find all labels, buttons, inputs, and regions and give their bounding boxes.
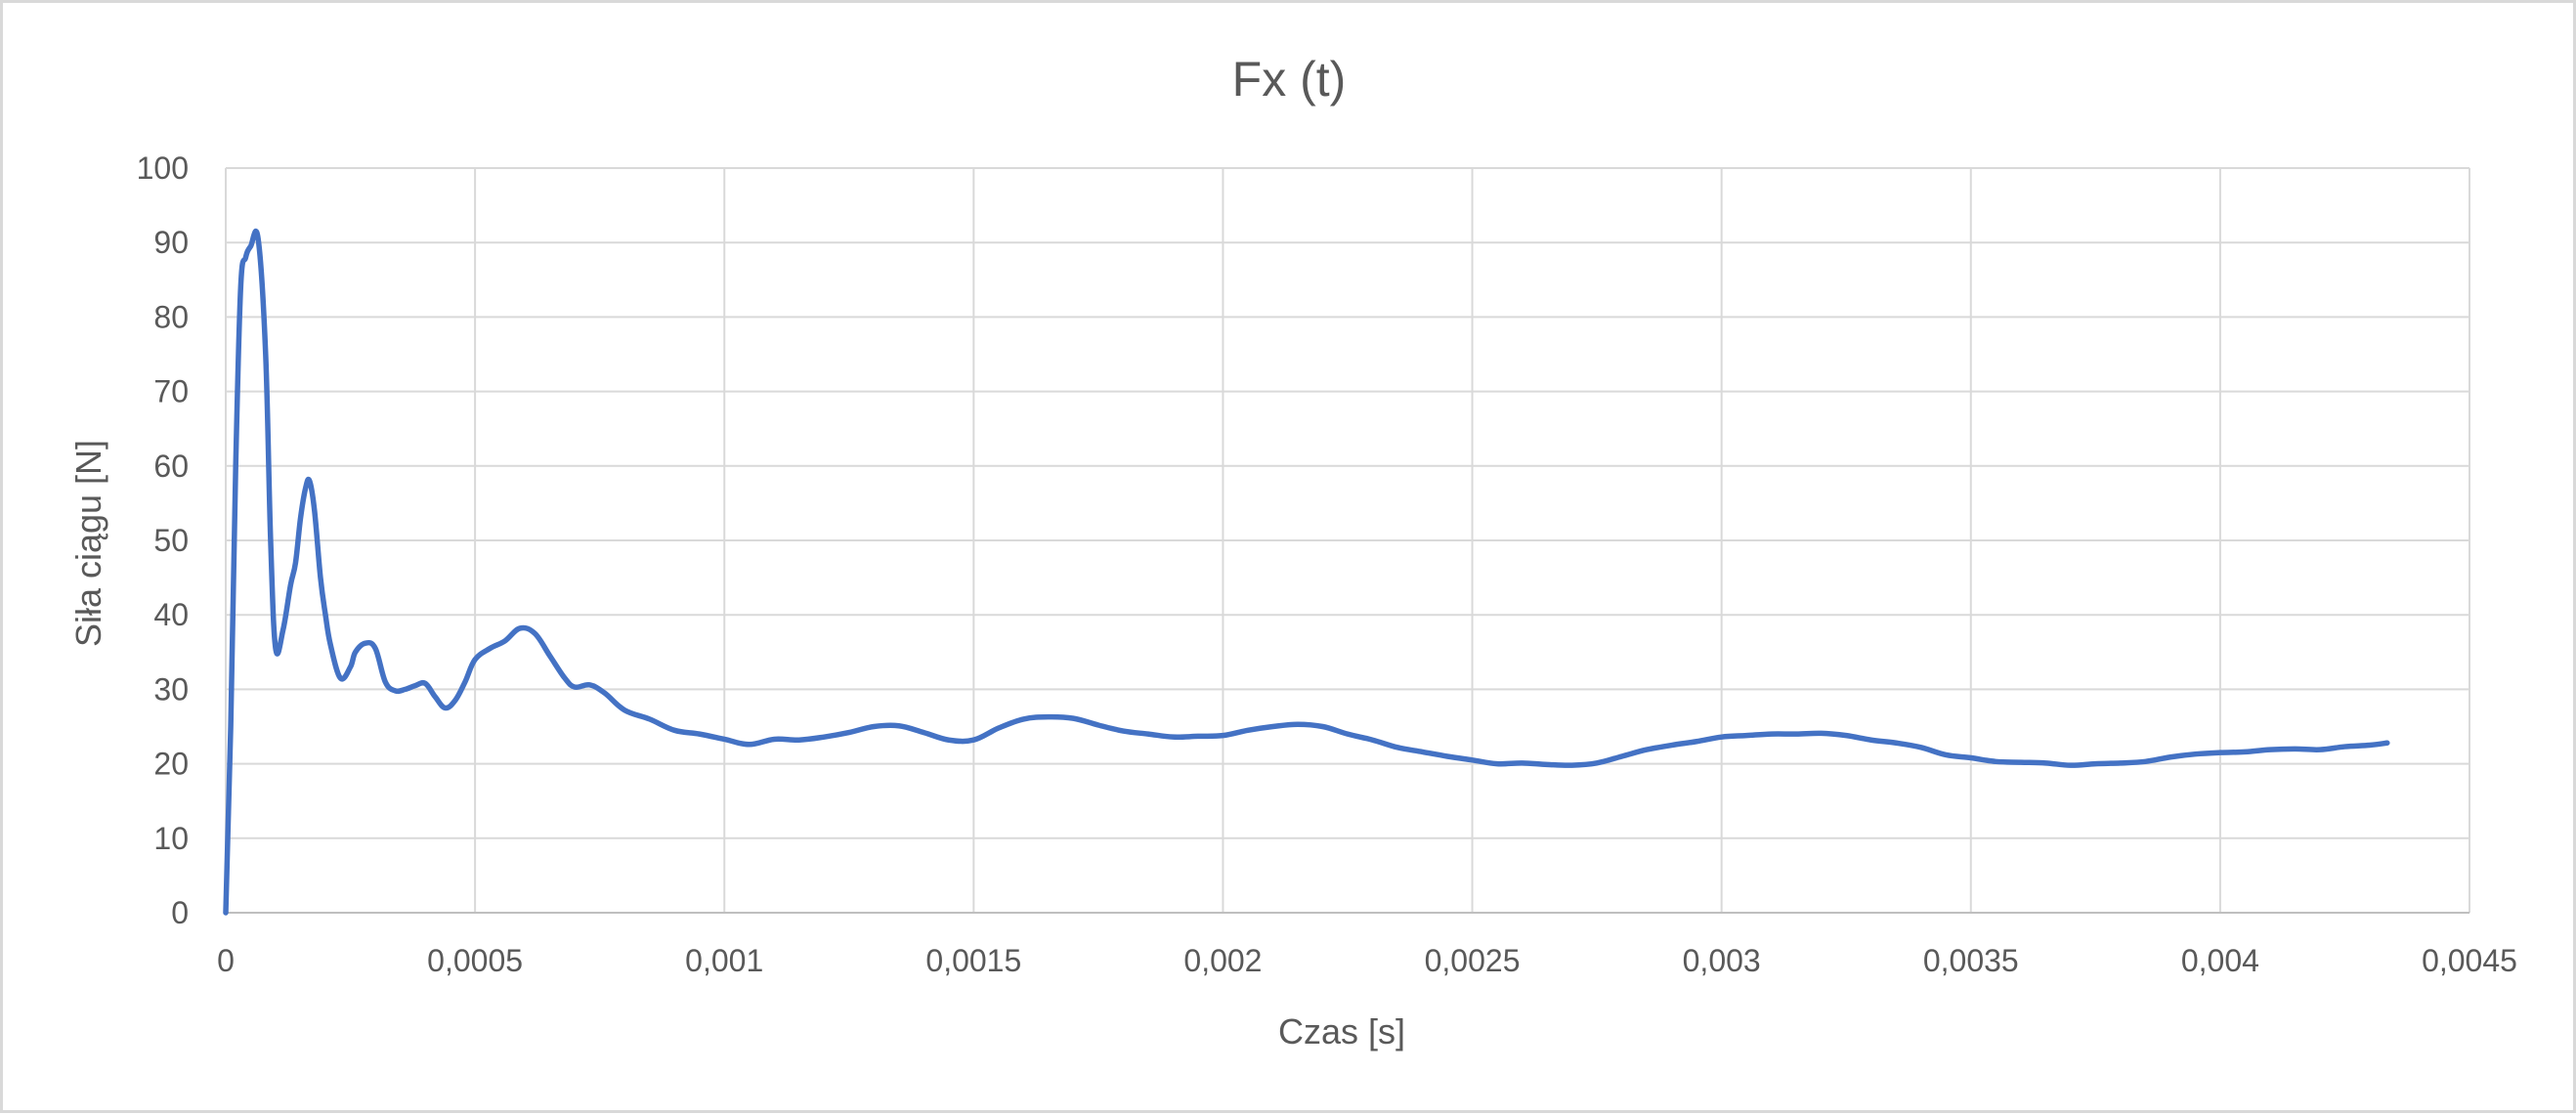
x-axis-tick-labels: 0 0,0005 0,001 0,0015 0,002 0,0025 0,003 0,0035… bbox=[217, 943, 2517, 978]
x-tick-label: 0,0035 bbox=[1923, 943, 2019, 978]
y-tick-label: 60 bbox=[153, 449, 189, 484]
x-tick-label: 0,0045 bbox=[2422, 943, 2517, 978]
x-tick-label: 0,0025 bbox=[1425, 943, 1521, 978]
y-tick-label: 100 bbox=[137, 150, 189, 186]
series-line bbox=[223, 228, 2390, 916]
y-tick-label: 30 bbox=[153, 671, 189, 707]
gridlines bbox=[225, 167, 2470, 914]
y-tick-label: 50 bbox=[153, 523, 189, 558]
y-axis-title: Siła ciągu [N] bbox=[68, 440, 108, 647]
x-tick-label: 0,0005 bbox=[427, 943, 523, 978]
x-tick-label: 0,001 bbox=[685, 943, 763, 978]
y-tick-label: 70 bbox=[153, 374, 189, 409]
x-tick-label: 0,004 bbox=[2181, 943, 2259, 978]
y-tick-label: 80 bbox=[153, 299, 189, 334]
x-tick-label: 0 bbox=[217, 943, 235, 978]
line-chart: Fx (t) 0 10 20 30 40 50 60 70 80 90 100 0 0,0005 0,0… bbox=[68, 52, 2517, 1051]
y-tick-label: 90 bbox=[153, 225, 189, 260]
x-tick-label: 0,0015 bbox=[925, 943, 1021, 978]
y-tick-label: 40 bbox=[153, 597, 189, 632]
x-tick-label: 0,002 bbox=[1183, 943, 1262, 978]
y-tick-label: 10 bbox=[153, 821, 189, 856]
x-axis-title: Czas [s] bbox=[1278, 1011, 1405, 1051]
y-tick-label: 0 bbox=[171, 895, 189, 930]
x-tick-label: 0,003 bbox=[1683, 943, 1761, 978]
chart-title: Fx (t) bbox=[1232, 52, 1347, 107]
y-tick-label: 20 bbox=[153, 747, 189, 782]
series-lines bbox=[223, 228, 2390, 916]
y-axis-tick-labels: 0 10 20 30 40 50 60 70 80 90 100 bbox=[137, 150, 189, 930]
